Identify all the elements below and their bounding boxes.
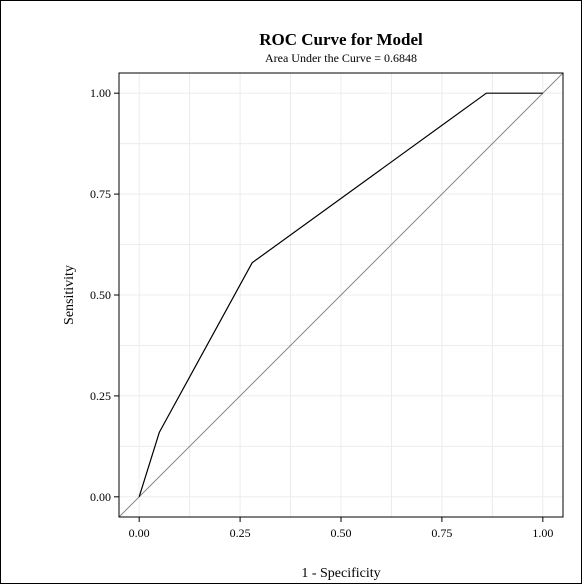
chart-title: ROC Curve for Model (259, 30, 423, 49)
y-tick-label: 0.50 (90, 288, 111, 302)
x-axis-title: 1 - Specificity (301, 566, 380, 581)
y-tick-label: 0.75 (90, 187, 111, 201)
y-tick-label: 1.00 (90, 86, 111, 100)
x-tick-label: 0.50 (331, 526, 352, 540)
x-tick-label: 0.00 (129, 526, 150, 540)
reference-diagonal-line (118, 72, 564, 518)
y-axis-ticks: 0.00 0.25 0.50 0.75 1.00 (90, 86, 119, 504)
y-tick-label: 0.00 (90, 490, 111, 504)
gridlines (119, 73, 563, 517)
x-tick-label: 0.75 (431, 526, 452, 540)
x-axis-ticks: 0.00 0.25 0.50 0.75 1.00 (129, 517, 553, 540)
roc-curve-line (138, 92, 543, 497)
chart-subtitle: Area Under the Curve = 0.6848 (265, 51, 417, 65)
y-tick-label: 0.25 (90, 389, 111, 403)
x-tick-label: 1.00 (532, 526, 553, 540)
y-axis-title: Sensitivity (62, 265, 77, 325)
x-tick-label: 0.25 (230, 526, 251, 540)
